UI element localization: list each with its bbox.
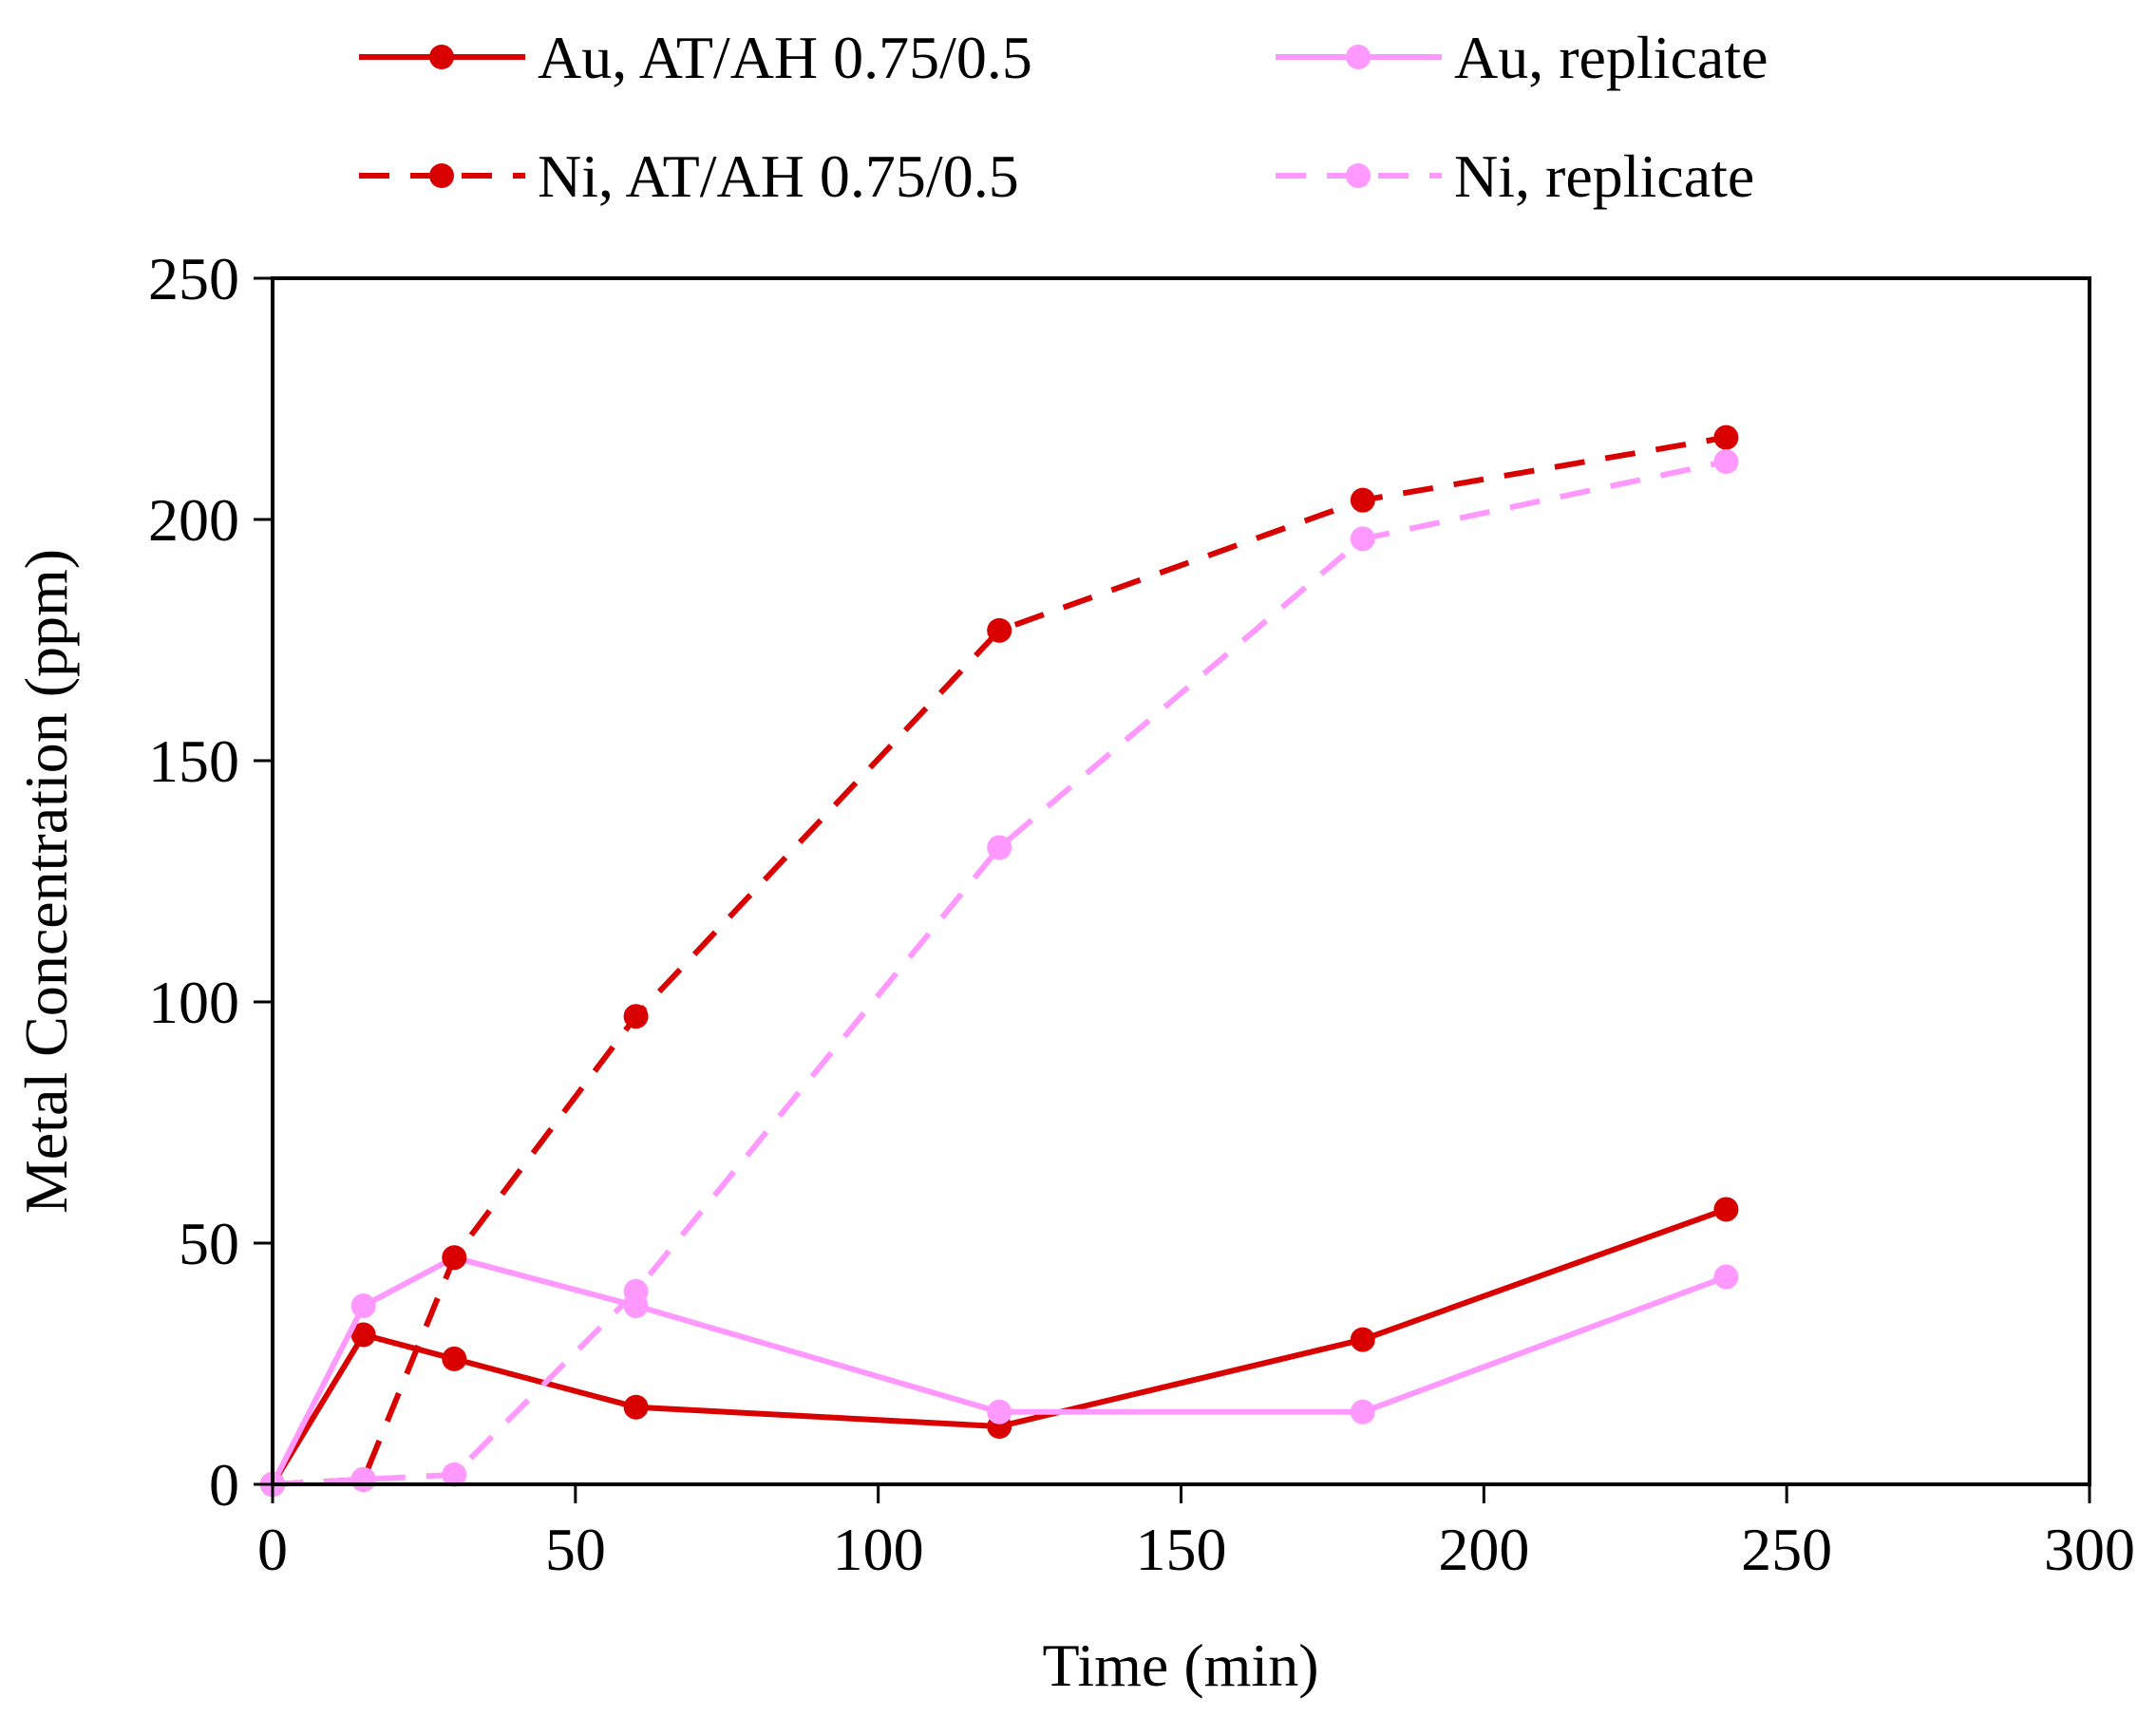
legend-item: Ni, AT/AH 0.75/0.5 bbox=[359, 142, 1019, 210]
plot-area-frame bbox=[271, 276, 2091, 1486]
legend-swatch-marker bbox=[1346, 45, 1371, 69]
data-point bbox=[1713, 425, 1739, 450]
data-point bbox=[1350, 487, 1375, 513]
data-point bbox=[1713, 449, 1739, 475]
legend-label: Au, AT/AH 0.75/0.5 bbox=[538, 24, 1032, 91]
plot-series bbox=[260, 425, 1739, 1497]
y-tick-label: 0 bbox=[209, 1451, 239, 1519]
data-point bbox=[442, 1346, 467, 1371]
x-tick-label: 50 bbox=[545, 1516, 606, 1583]
x-tick-label: 200 bbox=[1438, 1516, 1529, 1583]
legend-swatch-marker bbox=[429, 45, 454, 69]
data-point bbox=[987, 1399, 1012, 1425]
legend-swatch-marker bbox=[429, 163, 454, 188]
data-point bbox=[350, 1466, 376, 1492]
y-tick-label: 100 bbox=[148, 969, 239, 1036]
data-point bbox=[1713, 1264, 1739, 1290]
x-axis: 0 50 100 150 200 250 300 bbox=[257, 1484, 2135, 1583]
legend-swatch-marker bbox=[1346, 163, 1371, 188]
data-point bbox=[442, 1245, 467, 1271]
legend-item: Au, AT/AH 0.75/0.5 bbox=[359, 24, 1032, 91]
legend: Au, AT/AH 0.75/0.5 Au, replicate Ni, AT/AH… bbox=[359, 24, 1768, 210]
data-point bbox=[1350, 526, 1375, 552]
y-tick-label: 250 bbox=[148, 245, 239, 312]
legend-label: Ni, AT/AH 0.75/0.5 bbox=[538, 142, 1019, 210]
legend-label: Ni, replicate bbox=[1454, 142, 1754, 210]
data-point bbox=[623, 1004, 649, 1029]
data-point bbox=[1713, 1197, 1739, 1222]
y-tick-label: 200 bbox=[148, 486, 239, 554]
data-point bbox=[1350, 1399, 1375, 1425]
series-line bbox=[272, 434, 1727, 1487]
data-point bbox=[350, 1293, 376, 1319]
data-point bbox=[350, 1322, 376, 1348]
x-tick-label: 100 bbox=[833, 1516, 924, 1583]
series-line bbox=[270, 1206, 1728, 1486]
x-axis-title: Time (min) bbox=[1043, 1632, 1319, 1699]
y-tick-label: 50 bbox=[179, 1210, 239, 1277]
x-tick-label: 250 bbox=[1741, 1516, 1832, 1583]
data-point bbox=[1350, 1327, 1375, 1352]
y-tick-label: 150 bbox=[148, 727, 239, 795]
series-0 bbox=[260, 1197, 1739, 1497]
x-tick-label: 0 bbox=[257, 1516, 288, 1583]
data-point bbox=[442, 1462, 467, 1487]
data-point bbox=[623, 1394, 649, 1420]
series-2 bbox=[260, 425, 1739, 1497]
x-tick-label: 300 bbox=[2044, 1516, 2135, 1583]
data-point bbox=[623, 1278, 649, 1304]
x-tick-label: 150 bbox=[1136, 1516, 1227, 1583]
y-axis: 0 50 100 150 200 250 bbox=[148, 245, 273, 1519]
data-point bbox=[987, 835, 1012, 860]
legend-item: Au, replicate bbox=[1276, 24, 1768, 91]
data-point bbox=[987, 617, 1012, 643]
legend-label: Au, replicate bbox=[1454, 24, 1768, 91]
y-axis-title: Metal Concentration (ppm) bbox=[12, 549, 80, 1214]
legend-item: Ni, replicate bbox=[1276, 142, 1754, 210]
series-line bbox=[272, 459, 1728, 1487]
series-3 bbox=[260, 449, 1739, 1497]
